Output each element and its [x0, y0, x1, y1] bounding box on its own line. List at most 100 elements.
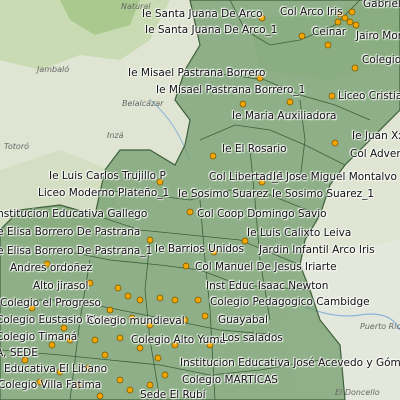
school-point: [154, 354, 162, 362]
school-label: Educativa El Libano: [4, 363, 108, 375]
school-point: [66, 336, 74, 344]
school-label: Colegio mundieval: [87, 315, 185, 327]
school-point: [60, 324, 68, 332]
school-point: [21, 356, 29, 364]
school-point: [209, 152, 217, 160]
place-label-jambalo: Jambaló: [37, 65, 70, 74]
school-label: Ie Jose Miguel Montalvo: [273, 171, 397, 183]
school-point: [348, 8, 356, 16]
school-point: [351, 64, 359, 72]
school-label: Ie El Rosario: [222, 143, 287, 155]
school-point: [331, 139, 339, 147]
school-label: Alto jirasol: [33, 280, 89, 292]
school-point: [194, 296, 202, 304]
school-point: [124, 292, 132, 300]
school-label: Col Coop Domingo Savio: [197, 208, 327, 220]
school-point: [201, 312, 209, 320]
school-point: [258, 178, 266, 186]
school-point: [352, 21, 360, 29]
school-label: Col Libertad_1: [209, 171, 285, 183]
school-point: [106, 306, 114, 314]
school-point: [210, 248, 218, 256]
school-label: Ie Juan Xxiii: [352, 130, 400, 142]
school-label: Ie Barrios Unidos: [155, 243, 244, 255]
school-point: [206, 341, 214, 349]
school-point: [341, 14, 349, 22]
school-point: [256, 74, 264, 82]
school-point: [128, 314, 136, 322]
school-point: [136, 344, 144, 352]
school-label: Los salados: [222, 332, 283, 344]
school-point: [56, 368, 64, 376]
school-label: Col Adventis: [350, 148, 400, 160]
school-label: Ceinar: [312, 26, 347, 38]
school-point: [258, 14, 266, 22]
school-label: Institucion Educativa José Acevedo y Góm…: [180, 357, 400, 369]
school-point: [36, 378, 44, 386]
school-point: [91, 336, 99, 344]
school-label: Ie Santa Juana De Arco: [142, 8, 263, 20]
school-label: Colegio Timaná: [0, 331, 78, 343]
school-label: Andres ordoñez: [10, 262, 93, 274]
school-point: [96, 392, 104, 400]
school-label: Colegio Alto Yuma: [131, 334, 226, 346]
school-point: [181, 316, 189, 324]
school-label: Sede El Rubí: [140, 389, 206, 400]
school-label: Jairo Mor: [356, 30, 400, 42]
school-label: Colegio I: [362, 54, 400, 66]
school-point: [171, 341, 179, 349]
forest-area-top: [60, 0, 140, 35]
school-label: Col Manuel De Jesus Iriarte: [195, 261, 337, 273]
place-label-natural: Natural: [121, 2, 151, 11]
place-label-totoro: Totoró: [4, 142, 30, 151]
school-point: [28, 304, 36, 312]
school-label: Colegio el Progreso: [0, 297, 101, 309]
school-label: Col Arco Iris: [280, 6, 343, 18]
school-point: [161, 371, 169, 379]
school-label: Gabriel Ge: [363, 0, 400, 10]
school-point: [116, 334, 124, 342]
school-label: Ie Sosimo Suarez: [178, 188, 269, 200]
school-point: [298, 32, 306, 40]
school-point: [334, 18, 342, 26]
school-label: Liceo Moderno Plateño_1: [38, 187, 170, 199]
place-label-puerto-rico: Puerto Rico: [360, 322, 400, 331]
school-label: Jardin Infantil Arco Iris: [259, 244, 375, 256]
municipality-borders: [0, 0, 371, 400]
school-label: A, SEDE: [0, 347, 38, 359]
school-point: [146, 321, 154, 329]
school-point: [86, 279, 94, 287]
school-point: [146, 381, 154, 389]
school-point: [286, 98, 294, 106]
school-point: [328, 92, 336, 100]
school-point: [114, 284, 122, 292]
school-label: Ie Santa Juana De Arco_1: [145, 24, 278, 36]
school-label: Ie Elisa Borrero De Pastrana_1: [0, 245, 153, 257]
school-point: [156, 294, 164, 302]
school-point: [239, 100, 247, 108]
school-label: Ie Luis Calixto Leiva: [247, 227, 352, 239]
school-label: Liceo Cristian: [338, 90, 400, 102]
school-point: [186, 208, 194, 216]
school-point: [48, 341, 56, 349]
school-label: Ie Luis Carlos Trujillo P: [49, 170, 166, 182]
school-label: Institucion Educativa Gallego: [0, 208, 148, 220]
school-point: [324, 41, 332, 49]
school-label: Colegio Villa Fatima: [0, 379, 102, 391]
school-point: [336, 10, 344, 18]
school-point: [126, 386, 134, 394]
school-point: [43, 260, 51, 268]
school-label: Guayabal: [218, 314, 268, 326]
school-point: [84, 364, 92, 372]
school-label: Inst Educ Isaac Newton: [206, 280, 329, 292]
place-label-el-doncello: El Doncello: [335, 388, 380, 397]
school-label: Ie Misael Pastrana Borrero_1: [156, 84, 306, 96]
school-point: [241, 237, 249, 245]
school-label: Colegio MARTICAS: [182, 374, 278, 386]
school-point: [101, 351, 109, 359]
school-label: Ie Sosimo Suarez_1: [272, 188, 375, 200]
school-point: [156, 178, 164, 186]
school-point: [146, 236, 154, 244]
